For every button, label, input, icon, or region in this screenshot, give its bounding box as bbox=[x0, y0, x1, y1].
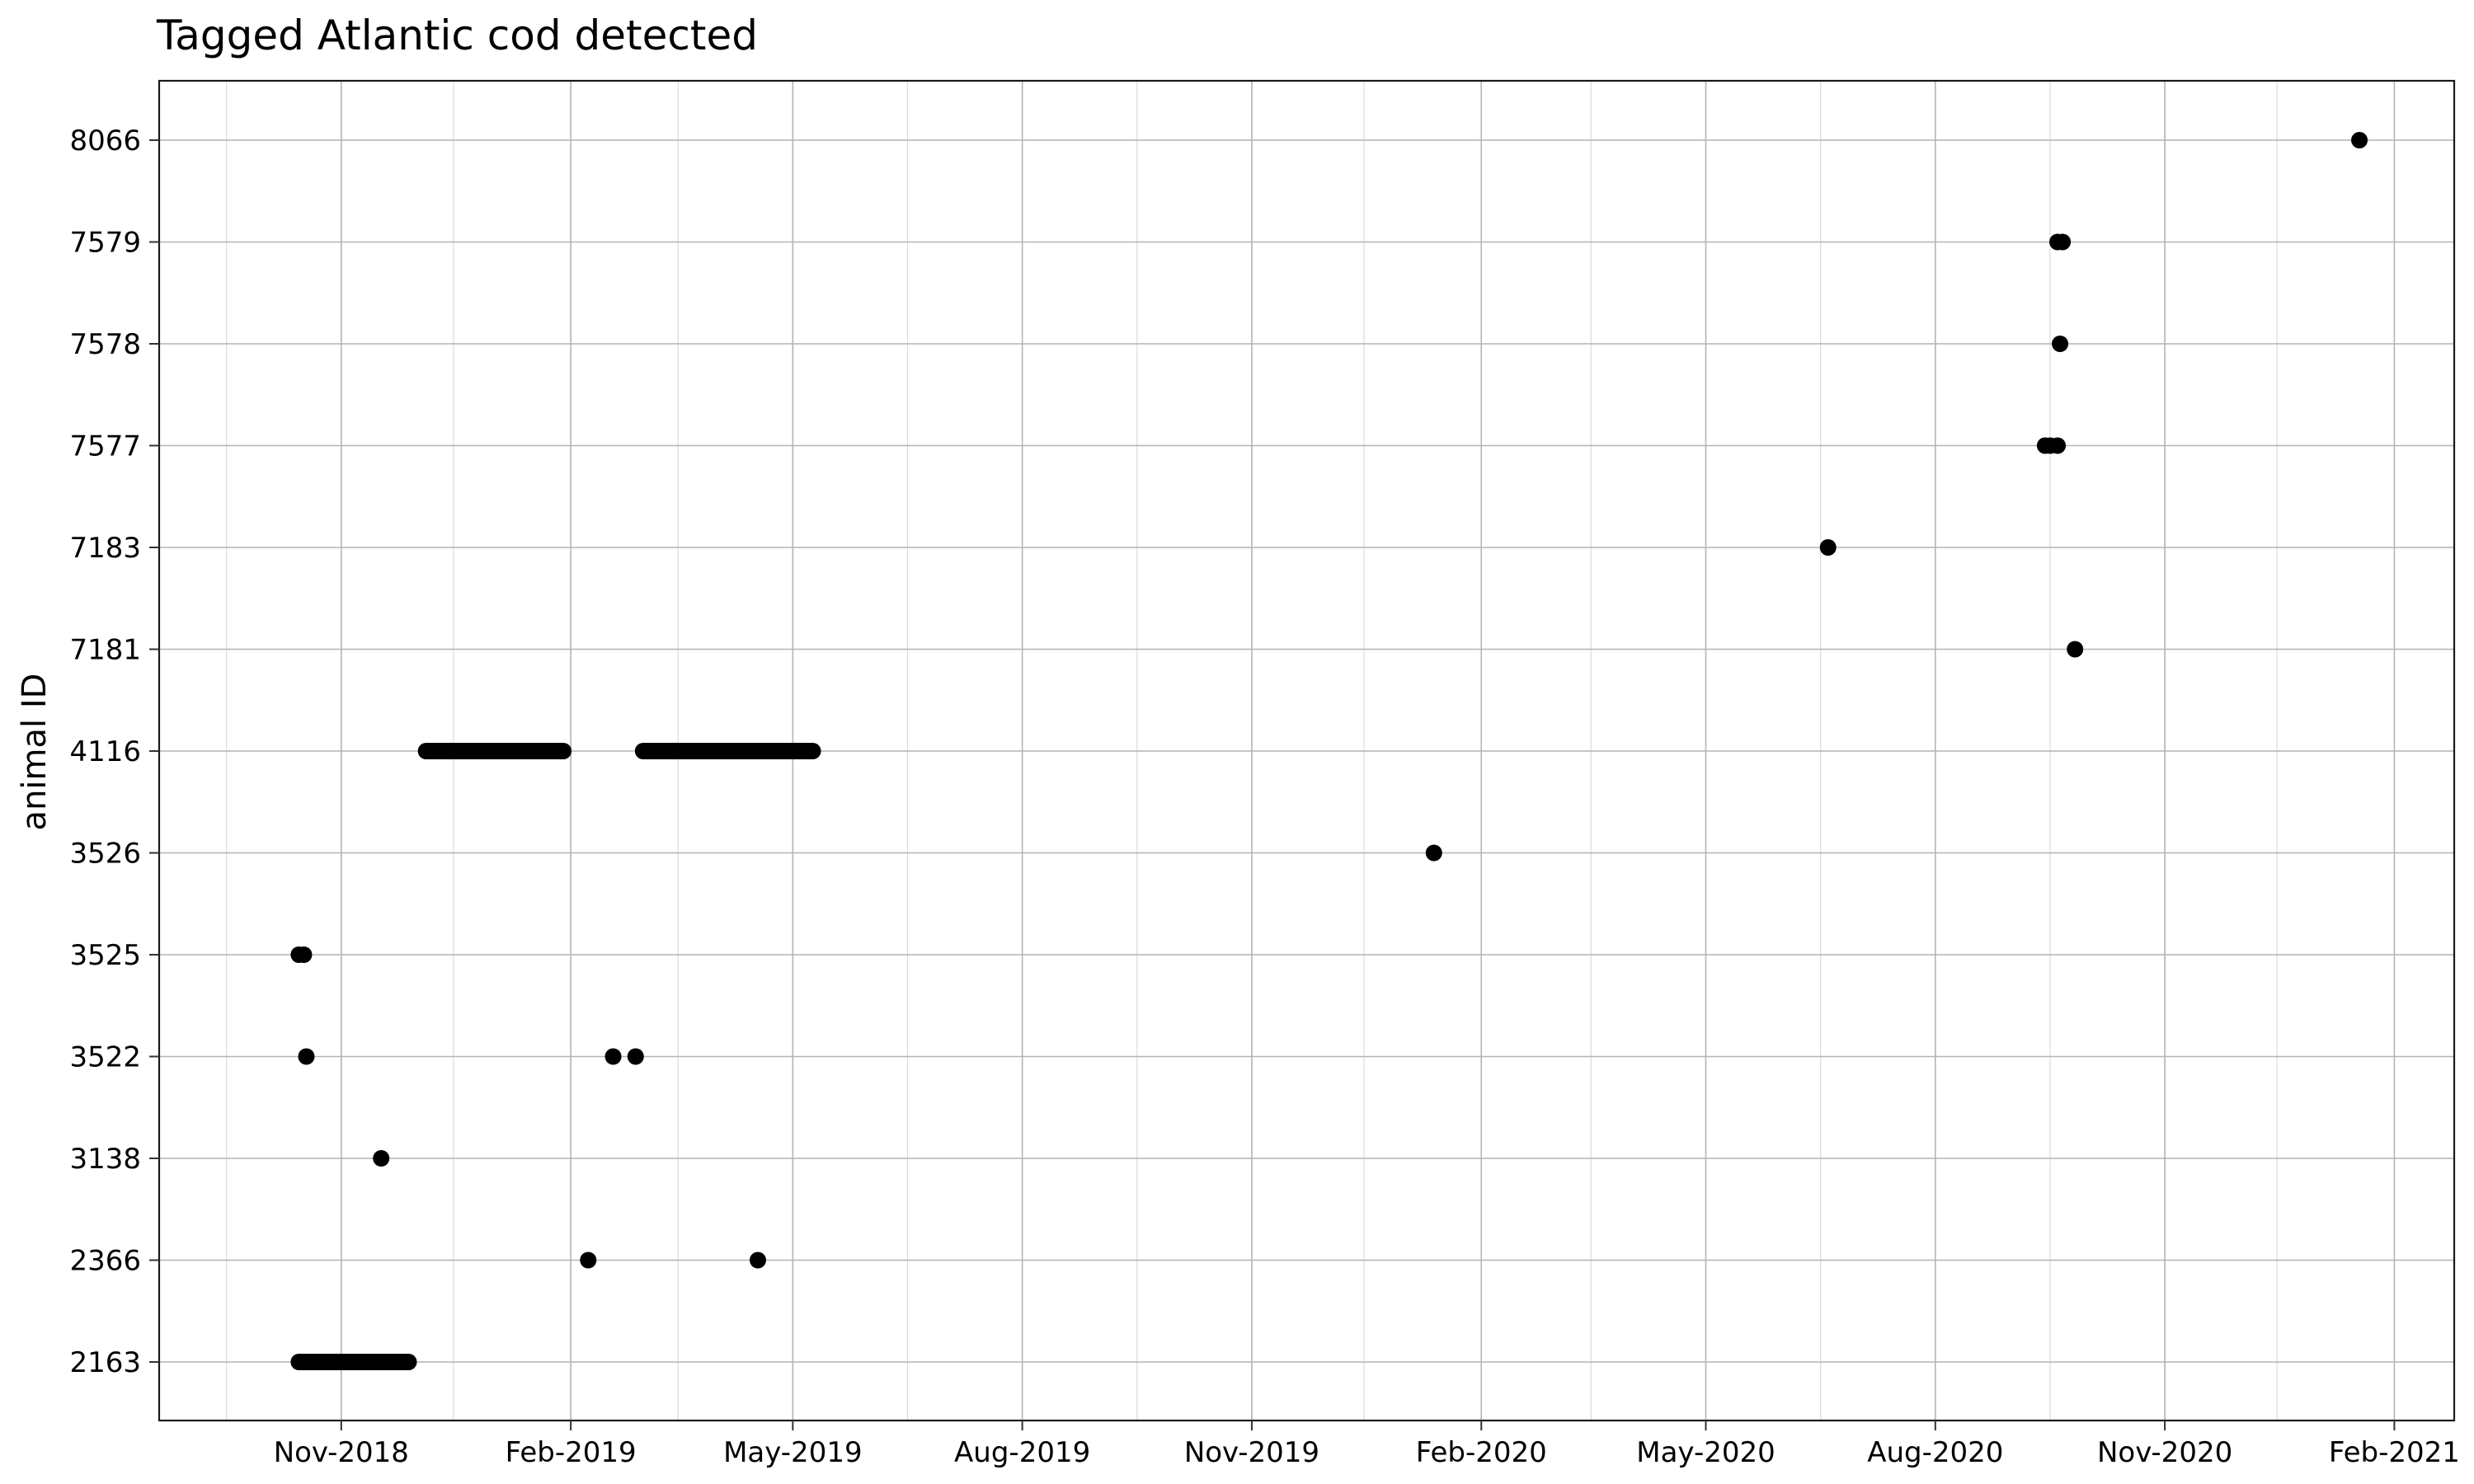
x-tick-label: Nov-2020 bbox=[2097, 1436, 2232, 1469]
y-tick-label: 7579 bbox=[69, 227, 141, 260]
x-tick-label: Feb-2021 bbox=[2329, 1436, 2460, 1469]
y-tick-label: 2366 bbox=[69, 1245, 141, 1278]
y-tick-label: 7183 bbox=[69, 532, 141, 565]
chart-title: Tagged Atlantic cod detected bbox=[156, 12, 758, 59]
detection-point bbox=[2052, 336, 2069, 352]
detection-point bbox=[2351, 132, 2368, 148]
detection-point bbox=[580, 1252, 597, 1269]
y-tick-label: 3522 bbox=[69, 1041, 141, 1074]
x-tick-label: Feb-2020 bbox=[1416, 1436, 1547, 1469]
detection-point bbox=[2054, 233, 2072, 251]
y-tick-label: 7181 bbox=[69, 634, 141, 667]
y-axis-title: animal ID bbox=[16, 674, 54, 831]
axes: Nov-2018 Feb-2019 May-2019 Aug-2019 Nov-2019… bbox=[69, 124, 2459, 1469]
x-tick-label: Nov-2019 bbox=[1184, 1436, 1319, 1469]
y-tick-label: 3525 bbox=[69, 939, 141, 972]
detection-point bbox=[2049, 437, 2067, 454]
x-tick-label: Feb-2019 bbox=[506, 1436, 637, 1469]
detection-point bbox=[604, 1048, 622, 1065]
detection-point bbox=[750, 1252, 766, 1269]
detection-point bbox=[298, 1048, 315, 1065]
data-marks bbox=[290, 132, 2368, 1370]
detection-point bbox=[2067, 641, 2084, 658]
x-tick-label: Aug-2019 bbox=[954, 1436, 1090, 1469]
detection-point bbox=[295, 946, 313, 963]
y-tick-label: 7577 bbox=[69, 430, 141, 463]
x-tick-label: May-2019 bbox=[723, 1436, 863, 1469]
y-tick-label: 8066 bbox=[69, 124, 141, 157]
y-tick-label: 2163 bbox=[69, 1346, 141, 1379]
y-tick-label: 3138 bbox=[69, 1143, 141, 1176]
detection-point bbox=[1425, 844, 1442, 862]
detection-point bbox=[1819, 539, 1837, 556]
x-tick-label: Nov-2018 bbox=[274, 1436, 409, 1469]
detection-point bbox=[373, 1150, 390, 1167]
y-tick-label: 4116 bbox=[69, 735, 141, 768]
x-tick-label: Aug-2020 bbox=[1867, 1436, 2003, 1469]
detection-point bbox=[627, 1048, 644, 1065]
x-tick-label: May-2020 bbox=[1636, 1436, 1776, 1469]
y-tick-label: 7578 bbox=[69, 328, 141, 361]
y-tick-label: 3526 bbox=[69, 838, 141, 871]
